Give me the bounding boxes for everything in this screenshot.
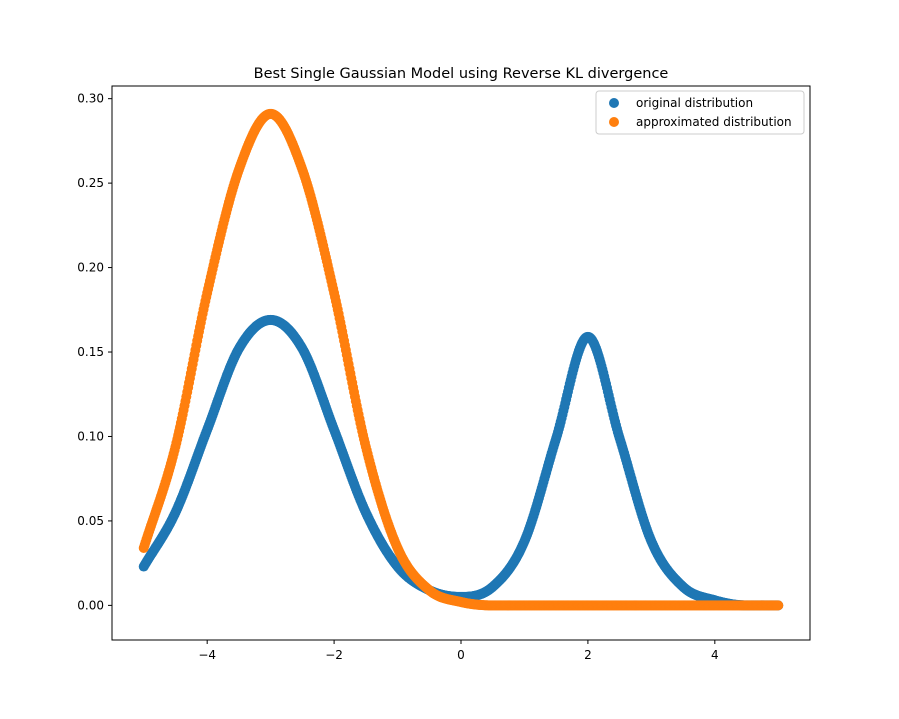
data-point — [773, 600, 784, 611]
legend-box — [595, 90, 805, 135]
plot-area — [138, 108, 784, 611]
x-tick-label: 0 — [457, 648, 465, 662]
legend-label-approximated: approximated distribution — [636, 115, 792, 129]
chart-title: Best Single Gaussian Model using Reverse… — [254, 66, 669, 82]
series-approximated — [138, 108, 784, 611]
y-tick-label: 0.10 — [77, 429, 104, 443]
x-tick-label: −2 — [325, 648, 343, 662]
y-tick-label: 0.25 — [77, 176, 104, 190]
axes: −4 −2 0 2 4 0.00 0.05 0.10 0.15 0.20 0.25 0.30 — [77, 85, 811, 662]
x-tick-label: 2 — [584, 648, 592, 662]
y-tick-label: 0.30 — [77, 92, 104, 106]
series-original — [138, 314, 784, 611]
legend-label-original: original distribution — [636, 96, 753, 110]
x-tick-label: −4 — [198, 648, 216, 662]
x-tick-label: 4 — [711, 648, 719, 662]
legend-marker-approximated — [609, 117, 619, 127]
y-tick-label: 0.20 — [77, 261, 104, 275]
y-tick-label: 0.05 — [77, 514, 104, 528]
y-tick-label: 0.15 — [77, 345, 104, 359]
y-tick-label: 0.00 — [77, 598, 104, 612]
legend: original distribution approximated distr… — [595, 90, 805, 135]
legend-marker-original — [609, 98, 619, 108]
